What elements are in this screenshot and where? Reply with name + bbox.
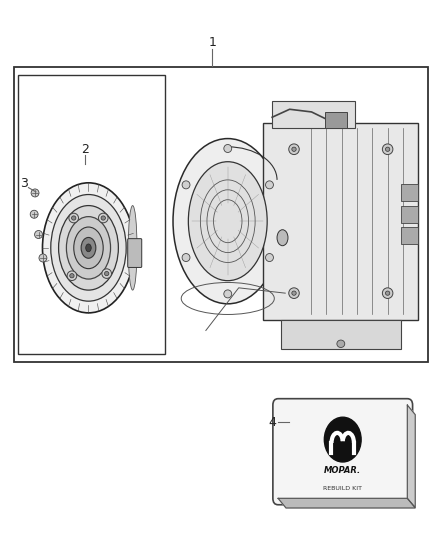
Text: 2: 2 [81, 143, 89, 156]
Text: REBUILD KIT: REBUILD KIT [323, 486, 362, 490]
Ellipse shape [265, 181, 273, 189]
Ellipse shape [39, 254, 47, 262]
Ellipse shape [42, 183, 134, 313]
Bar [401, 206, 418, 223]
Ellipse shape [385, 147, 390, 151]
Ellipse shape [105, 271, 109, 276]
Bar [401, 184, 418, 201]
Ellipse shape [385, 291, 390, 295]
Bar [14, 67, 428, 362]
Bar [325, 112, 346, 128]
Ellipse shape [128, 206, 137, 290]
Ellipse shape [224, 144, 232, 152]
FancyBboxPatch shape [128, 239, 142, 268]
Ellipse shape [81, 237, 96, 259]
Ellipse shape [30, 211, 38, 219]
FancyBboxPatch shape [273, 399, 413, 505]
Ellipse shape [277, 230, 288, 246]
Ellipse shape [382, 288, 393, 298]
Bar [263, 123, 418, 320]
Bar [272, 101, 355, 128]
Ellipse shape [71, 216, 76, 220]
Bar [18, 75, 165, 354]
Ellipse shape [182, 254, 190, 262]
Circle shape [324, 417, 361, 462]
Text: 4: 4 [268, 416, 276, 429]
Ellipse shape [86, 244, 91, 252]
Text: MOPAR.: MOPAR. [324, 466, 361, 475]
Ellipse shape [51, 195, 126, 301]
Text: 1: 1 [208, 36, 216, 49]
Ellipse shape [31, 189, 39, 197]
Ellipse shape [35, 230, 42, 239]
Bar [401, 227, 418, 244]
Ellipse shape [173, 139, 283, 304]
Ellipse shape [292, 147, 296, 151]
Ellipse shape [337, 340, 345, 348]
Text: 3: 3 [20, 177, 28, 190]
Ellipse shape [99, 213, 108, 223]
Bar [281, 320, 401, 349]
Ellipse shape [74, 227, 103, 269]
Polygon shape [407, 405, 415, 507]
Ellipse shape [69, 213, 78, 223]
Ellipse shape [182, 181, 190, 189]
Ellipse shape [224, 290, 232, 298]
Ellipse shape [67, 216, 110, 279]
Polygon shape [278, 498, 415, 508]
Ellipse shape [289, 288, 299, 298]
Ellipse shape [265, 254, 273, 262]
Ellipse shape [67, 271, 77, 280]
Ellipse shape [289, 144, 299, 155]
Ellipse shape [101, 216, 106, 220]
Ellipse shape [59, 206, 118, 290]
Ellipse shape [188, 161, 267, 281]
Ellipse shape [292, 291, 296, 295]
Ellipse shape [70, 273, 74, 278]
Ellipse shape [382, 144, 393, 155]
Ellipse shape [102, 269, 112, 278]
